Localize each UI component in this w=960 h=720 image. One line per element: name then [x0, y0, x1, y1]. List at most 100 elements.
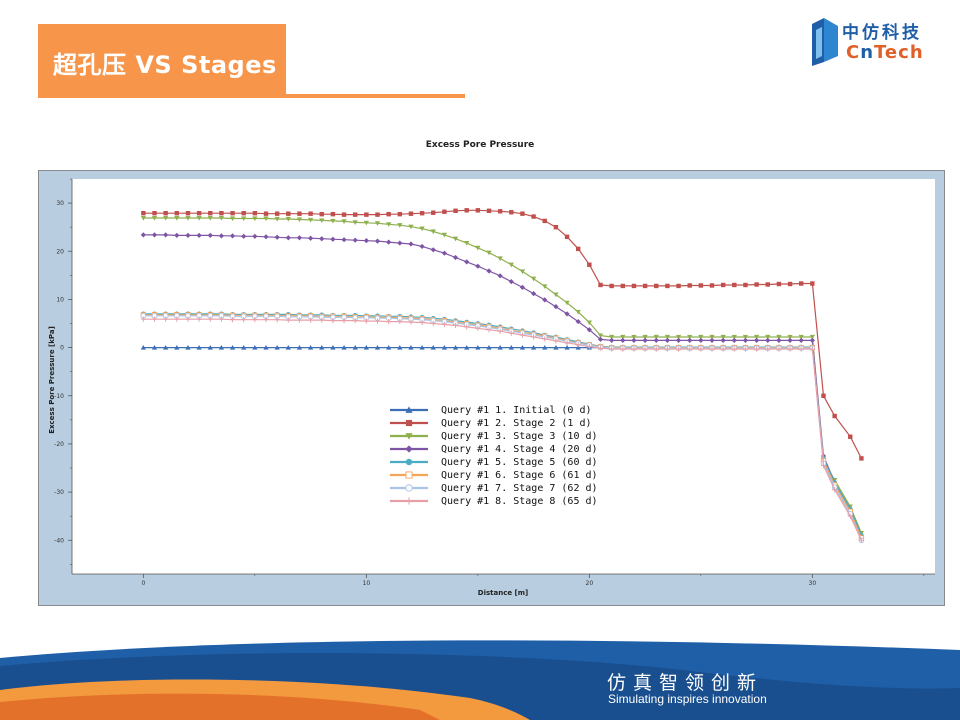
- data-point: [743, 282, 748, 288]
- data-point: [732, 282, 737, 288]
- data-point: [609, 337, 615, 343]
- data-point: [698, 283, 704, 288]
- data-point: [229, 233, 236, 239]
- data-point: [208, 210, 213, 216]
- data-point: [486, 250, 492, 256]
- data-point: [363, 344, 369, 350]
- data-point: [787, 281, 793, 287]
- data-point: [419, 243, 425, 250]
- title-underline: [38, 94, 465, 98]
- data-point: [464, 208, 469, 213]
- data-point: [575, 246, 581, 252]
- data-point: [720, 282, 726, 288]
- data-point: [698, 334, 704, 340]
- data-point: [430, 320, 436, 327]
- data-point: [408, 344, 414, 350]
- data-point: [820, 463, 827, 469]
- data-point: [229, 344, 236, 350]
- data-point: [252, 317, 258, 323]
- data-point: [397, 344, 403, 350]
- slogan-english: Simulating inspires innovation: [608, 692, 767, 706]
- data-point: [352, 237, 358, 243]
- data-point: [642, 337, 648, 343]
- series-3: [140, 215, 865, 536]
- legend-item: Query #1 7. Stage 7 (62 d): [390, 483, 598, 494]
- data-point: [464, 240, 470, 246]
- data-point: [798, 334, 804, 340]
- data-point: [163, 344, 169, 350]
- data-point: [163, 316, 169, 322]
- legend-label: Query #1 2. Stage 2 (1 d): [441, 418, 592, 429]
- data-point: [497, 256, 503, 262]
- data-point: [642, 283, 648, 289]
- data-point: [308, 211, 313, 216]
- data-point: [564, 234, 570, 240]
- data-point: [464, 324, 470, 330]
- data-point: [174, 316, 180, 322]
- data-point: [185, 344, 191, 350]
- data-point: [787, 346, 793, 352]
- data-point: [219, 210, 224, 216]
- y-tick-label: 10: [56, 296, 64, 303]
- data-point: [542, 218, 547, 224]
- data-point: [798, 337, 804, 343]
- data-point: [709, 283, 715, 288]
- excess-pore-pressure-chart: 0 10 20 30 -40 -30 -20 -10 0 10 20 30 Query #1 1. I…: [38, 170, 945, 606]
- plot-area: [72, 179, 935, 574]
- legend-item: Query #1 3. Stage 3 (10 d): [390, 431, 598, 442]
- data-point: [653, 337, 659, 343]
- data-point: [475, 245, 481, 251]
- data-point: [363, 220, 369, 226]
- data-point: [542, 344, 548, 350]
- data-point: [631, 346, 637, 352]
- legend-item: Query #1 6. Stage 6 (61 d): [390, 470, 598, 481]
- data-point: [408, 241, 414, 247]
- y-tick-label: -30: [54, 489, 64, 496]
- data-point: [419, 319, 425, 326]
- data-point: [665, 283, 670, 289]
- data-point: [542, 336, 548, 342]
- data-point: [241, 216, 247, 222]
- data-point: [419, 344, 425, 350]
- data-point: [664, 346, 671, 352]
- data-point: [274, 344, 280, 350]
- data-point: [196, 215, 202, 221]
- y-tick-label: 30: [56, 200, 64, 207]
- data-point: [675, 346, 682, 352]
- x-axis-label: Distance [m]: [478, 589, 528, 597]
- data-point: [519, 344, 526, 350]
- data-point: [847, 513, 853, 519]
- data-point: [274, 211, 280, 216]
- data-point: [285, 216, 291, 222]
- data-point: [531, 276, 537, 282]
- data-point: [218, 344, 225, 350]
- data-point: [709, 337, 715, 343]
- data-point: [408, 211, 414, 216]
- data-point: [241, 210, 246, 216]
- data-point: [653, 346, 659, 352]
- data-point: [408, 319, 414, 325]
- data-point: [631, 334, 637, 340]
- data-point: [207, 215, 213, 221]
- data-point: [519, 332, 526, 338]
- cntech-logo-icon: [812, 18, 838, 66]
- data-point: [163, 210, 168, 216]
- data-point: [229, 216, 236, 222]
- data-point: [341, 212, 347, 217]
- data-point: [453, 208, 458, 214]
- data-point: [508, 344, 514, 350]
- data-point: [553, 344, 559, 350]
- data-point: [564, 300, 570, 306]
- data-point: [151, 232, 158, 238]
- data-point: [620, 334, 626, 340]
- data-point: [776, 334, 782, 340]
- data-point: [508, 330, 514, 336]
- data-point: [809, 334, 815, 340]
- data-point: [776, 346, 782, 352]
- data-point: [297, 211, 302, 216]
- data-point: [431, 210, 436, 215]
- data-point: [832, 487, 838, 493]
- data-point: [798, 281, 804, 286]
- data-point: [397, 318, 403, 325]
- data-point: [575, 344, 581, 350]
